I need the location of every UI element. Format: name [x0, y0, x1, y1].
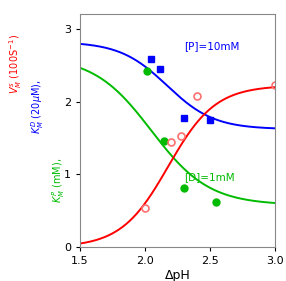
Text: $K_M^P$ (mM),: $K_M^P$ (mM), — [50, 157, 67, 203]
Text: [D]=1mM: [D]=1mM — [184, 172, 235, 182]
X-axis label: ΔpH: ΔpH — [164, 269, 190, 281]
Text: [P]=10mM: [P]=10mM — [184, 41, 239, 51]
Text: $K_M^D$ (20$\mu$M),: $K_M^D$ (20$\mu$M), — [29, 80, 45, 134]
Text: $V_M^s$ (100S$^{-1}$): $V_M^s$ (100S$^{-1}$) — [7, 34, 24, 94]
